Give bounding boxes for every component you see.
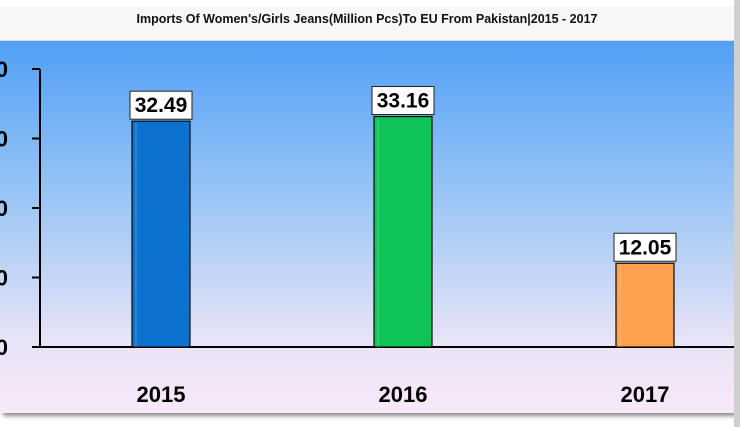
bar-2016 bbox=[373, 115, 433, 348]
data-label-box bbox=[371, 86, 435, 116]
data-label-box bbox=[129, 90, 193, 120]
data-label: 12.05 bbox=[619, 236, 672, 259]
data-label-box bbox=[613, 232, 677, 262]
bar-2015 bbox=[131, 120, 191, 348]
window-edge bbox=[734, 0, 740, 427]
title-bar bbox=[0, 6, 734, 41]
x-tick-label: 2015 bbox=[137, 382, 186, 407]
plot-area bbox=[0, 38, 734, 413]
y-tick-label: 0 bbox=[0, 335, 8, 360]
y-tick-label: 0 bbox=[0, 57, 8, 82]
y-tick-label: 0 bbox=[0, 196, 8, 221]
x-tick-label: 2016 bbox=[379, 382, 428, 407]
x-tick-label: 2017 bbox=[621, 382, 670, 407]
data-label: 32.49 bbox=[135, 94, 188, 117]
y-tick-label: 0 bbox=[0, 127, 8, 152]
chart-title: Imports Of Women's/Girls Jeans(Million P… bbox=[136, 12, 598, 26]
bar-2017 bbox=[615, 262, 675, 348]
y-tick-label: 0 bbox=[0, 266, 8, 291]
data-label: 33.16 bbox=[377, 90, 430, 113]
